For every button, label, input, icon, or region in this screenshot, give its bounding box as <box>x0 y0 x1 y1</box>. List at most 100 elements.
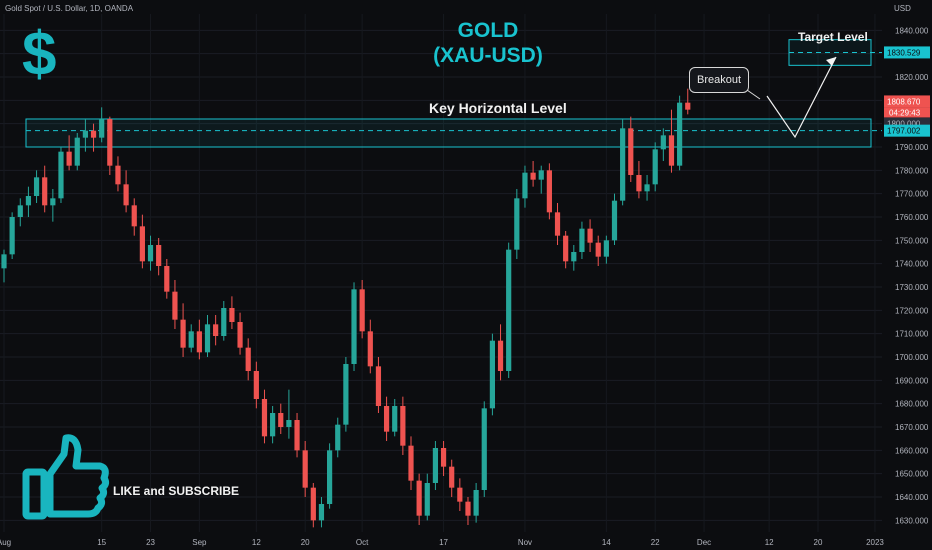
candle-body <box>1 254 7 269</box>
y-tick-label: 1720.000 <box>895 306 929 315</box>
candle-body <box>99 119 105 138</box>
candle-body <box>221 308 227 336</box>
grid-layer <box>0 14 882 532</box>
candle-body <box>359 289 365 332</box>
title-line-1: GOLD <box>457 19 519 42</box>
x-tick-label: 20 <box>301 538 310 547</box>
candle-body <box>375 366 382 406</box>
x-tick-label: 15 <box>97 538 106 547</box>
candle-body <box>172 291 178 320</box>
candle-body <box>66 151 72 166</box>
candle-body <box>123 184 129 206</box>
price-label: 1830.529 <box>887 48 921 57</box>
y-tick-label: 1640.000 <box>895 493 929 502</box>
target-level-label: Target Level <box>798 30 868 44</box>
price-label-box <box>884 117 930 130</box>
candle-body <box>107 119 113 166</box>
candle-body <box>33 177 40 196</box>
candle-body <box>343 364 349 425</box>
candle-body <box>620 128 626 201</box>
x-tick-label: 2023 <box>866 538 884 547</box>
candle-body <box>685 102 691 110</box>
candle-body <box>261 399 268 437</box>
candle-body <box>270 413 276 437</box>
y-tick-label: 1760.000 <box>895 213 929 222</box>
candle-body <box>563 235 569 262</box>
annotation-layer <box>746 56 837 139</box>
candle-body <box>58 151 64 199</box>
y-tick-label: 1700.000 <box>895 353 929 362</box>
candle-body <box>449 466 455 488</box>
price-label: 1797.002 <box>887 127 921 136</box>
y-tick-label: 1820.000 <box>895 73 929 82</box>
x-tick-label: 12 <box>765 538 774 547</box>
y-tick-label: 1840.000 <box>895 26 929 35</box>
candle-body <box>579 228 585 252</box>
candle-body <box>42 177 48 206</box>
candle-body <box>156 245 162 266</box>
title-line-2: (XAU-USD) <box>433 44 543 67</box>
candle-body <box>229 308 235 322</box>
y-tick-label: 1650.000 <box>895 470 929 479</box>
candle-body <box>82 130 88 138</box>
candle-body <box>481 408 487 490</box>
candle-body <box>538 170 544 180</box>
dollar-sign-icon: $ <box>22 20 57 89</box>
candle-body <box>611 200 618 241</box>
candle-body <box>188 331 194 348</box>
y-tick-label: 1750.000 <box>895 236 929 245</box>
candle-body <box>392 406 398 432</box>
x-tick-label: Sep <box>192 538 207 547</box>
like-subscribe-text: LIKE and SUBSCRIBE <box>113 484 240 498</box>
x-tick-label: 20 <box>814 538 823 547</box>
y-tick-label: 1730.000 <box>895 283 929 292</box>
thumbs-up-icon <box>22 434 110 520</box>
y-tick-label: 1790.000 <box>895 143 929 152</box>
y-tick-label: 1710.000 <box>895 330 929 339</box>
candle-body <box>367 331 373 367</box>
x-tick-label: 14 <box>602 538 611 547</box>
candle-layer <box>1 88 691 528</box>
candle-body <box>530 172 536 180</box>
candle-body <box>489 340 495 409</box>
candle-body <box>115 165 121 185</box>
candle-body <box>294 420 300 451</box>
candle-body <box>440 448 447 467</box>
candle-body <box>25 196 32 206</box>
candle-body <box>546 170 552 213</box>
y-tick-label: 1690.000 <box>895 376 929 385</box>
candle-body <box>424 483 430 516</box>
candle-body <box>383 406 390 432</box>
candle-body <box>9 217 15 255</box>
candle-body <box>131 205 137 227</box>
x-tick-label: Aug <box>0 538 11 547</box>
y-tick-label: 1680.000 <box>895 400 929 409</box>
candle-body <box>245 347 251 371</box>
chart-title: GOLD (XAU-USD) <box>393 18 583 68</box>
candle-body <box>50 198 56 206</box>
x-tick-label: Oct <box>356 538 369 547</box>
y-tick-label: 1630.000 <box>895 516 929 525</box>
candle-body <box>310 487 316 521</box>
key-level-label: Key Horizontal Level <box>429 100 567 116</box>
symbol-label: Gold Spot / U.S. Dollar, 1D, OANDA <box>5 4 134 13</box>
x-tick-label: 12 <box>252 538 261 547</box>
candle-body <box>522 172 528 199</box>
candle-body <box>587 228 593 243</box>
y-tick-label: 1780.000 <box>895 166 929 175</box>
y-tick-label: 1660.000 <box>895 446 929 455</box>
candle-body <box>668 135 675 166</box>
candle-body <box>74 137 80 166</box>
candle-body <box>327 450 333 504</box>
y-tick-label: 1740.000 <box>895 260 929 269</box>
axis-layer: 1630.000 1640.000 1650.000 1660.000 1670.000… <box>0 26 930 547</box>
y-tick-label: 1670.000 <box>895 423 929 432</box>
breakout-pointer <box>746 89 761 100</box>
candle-body <box>571 252 577 262</box>
x-tick-label: Dec <box>697 538 711 547</box>
zone-layer <box>25 39 882 148</box>
candle-body <box>90 130 97 138</box>
candle-body <box>644 184 650 192</box>
candle-body <box>147 245 154 262</box>
